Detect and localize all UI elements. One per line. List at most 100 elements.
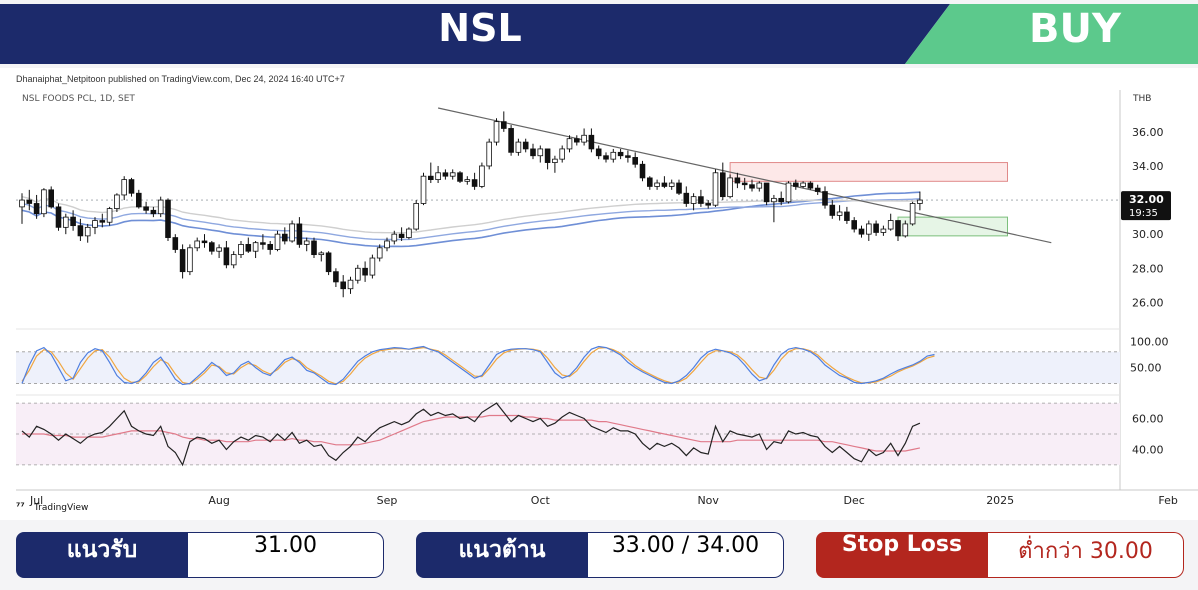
stochastic-layer: [21, 345, 935, 386]
candle: [756, 182, 763, 189]
rsi-tick-label: 40.00: [1132, 443, 1164, 456]
candle: [793, 182, 799, 187]
candle: [201, 240, 208, 244]
candle: [420, 175, 427, 204]
candle: [63, 216, 69, 228]
rsi-tick-label: 60.00: [1132, 413, 1164, 426]
stochastic-tick-label: 100.00: [1130, 335, 1169, 348]
candle: [135, 192, 142, 208]
candle: [303, 240, 310, 245]
candle: [114, 194, 120, 209]
signal-label: BUY: [1029, 6, 1121, 52]
resistance-zone: [729, 162, 1008, 182]
price-tick-label: 30.00: [1132, 228, 1164, 241]
candle: [347, 279, 354, 290]
publisher-line: Dhanaiphat_Netpitoon published on Tradin…: [16, 74, 345, 84]
stochastic-k-line: [21, 345, 935, 386]
support-label: แนวรับ: [16, 532, 188, 578]
candle: [741, 182, 748, 186]
candle: [281, 233, 288, 242]
candle: [26, 199, 33, 204]
last-price-value: 32.00: [1129, 193, 1164, 206]
moving-average-line: [21, 196, 920, 234]
chart-canvas: 26.00 28.00 30.00 32.00 34.00 36.00 50.00 100.0…: [16, 90, 1198, 513]
tradingview-logo: ⁷⁷ TradingView: [16, 502, 88, 513]
candle: [333, 271, 339, 283]
candle: [296, 223, 303, 245]
support-box: แนวรับ 31.00: [16, 532, 384, 578]
last-price-badge: [1121, 191, 1171, 221]
candle: [537, 148, 544, 157]
candle: [245, 243, 252, 252]
candle: [165, 199, 171, 238]
moving-average-line: [21, 191, 920, 248]
candle: [668, 182, 675, 187]
candle: [595, 148, 602, 157]
time-tick-label: 2025: [986, 494, 1014, 507]
stop-loss-label: Stop Loss: [816, 532, 988, 578]
chart-card: Dhanaiphat_Netpitoon published on Tradin…: [0, 68, 1198, 520]
candle: [238, 243, 244, 256]
candle: [391, 233, 398, 242]
candle: [763, 182, 770, 203]
candle: [172, 237, 179, 250]
candle: [223, 247, 230, 266]
candle: [581, 134, 587, 143]
candle: [508, 128, 514, 153]
candle: [157, 199, 164, 215]
candle: [515, 141, 522, 153]
candle: [632, 157, 638, 165]
candle: [895, 220, 901, 237]
candle: [822, 191, 828, 206]
candle: [457, 172, 463, 182]
symbol-label: NSL FOODS PCL, 1D, SET: [22, 94, 135, 104]
candle: [698, 196, 704, 204]
countdown-value: 19:35: [1129, 208, 1158, 219]
candle: [683, 192, 690, 204]
candle: [260, 242, 266, 245]
candle: [41, 189, 47, 215]
candle: [48, 189, 54, 208]
header-banner: NSL BUY: [0, 0, 1198, 64]
candle: [318, 252, 325, 256]
candles-layer: [19, 111, 923, 298]
candle: [712, 172, 719, 206]
candle: [354, 267, 361, 281]
moving-average-line: [21, 198, 920, 241]
price-tick-label: 36.00: [1132, 126, 1164, 139]
candle: [289, 223, 295, 242]
candle: [500, 121, 507, 129]
candle: [121, 179, 128, 196]
candle: [603, 155, 609, 160]
resistance-label: แนวต้าน: [416, 532, 588, 578]
time-tick-label: Dec: [844, 494, 865, 507]
candle: [778, 197, 784, 203]
time-tick-label: Feb: [1158, 494, 1177, 507]
ticker-title: NSL: [438, 6, 522, 50]
candle: [208, 242, 215, 252]
candle: [574, 138, 580, 143]
candle: [143, 206, 149, 211]
banner-background: [0, 4, 1198, 64]
candle: [449, 172, 456, 177]
candle: [800, 182, 806, 187]
candle: [187, 247, 193, 273]
candle: [690, 196, 697, 204]
time-tick-label: Nov: [697, 494, 719, 507]
candle: [771, 197, 777, 203]
candle: [99, 220, 106, 223]
time-tick-label: Oct: [531, 494, 551, 507]
resistance-value: 33.00 / 34.00: [588, 532, 784, 578]
price-tick-label: 26.00: [1132, 296, 1164, 309]
candle: [552, 158, 558, 163]
candle: [252, 242, 259, 252]
candle: [866, 223, 872, 235]
candle: [727, 177, 733, 198]
candle: [807, 182, 814, 189]
support-value: 31.00: [188, 532, 384, 578]
candle: [325, 252, 332, 273]
candle: [376, 247, 383, 259]
candle: [267, 243, 273, 250]
candle: [530, 148, 536, 157]
candle: [522, 141, 529, 150]
